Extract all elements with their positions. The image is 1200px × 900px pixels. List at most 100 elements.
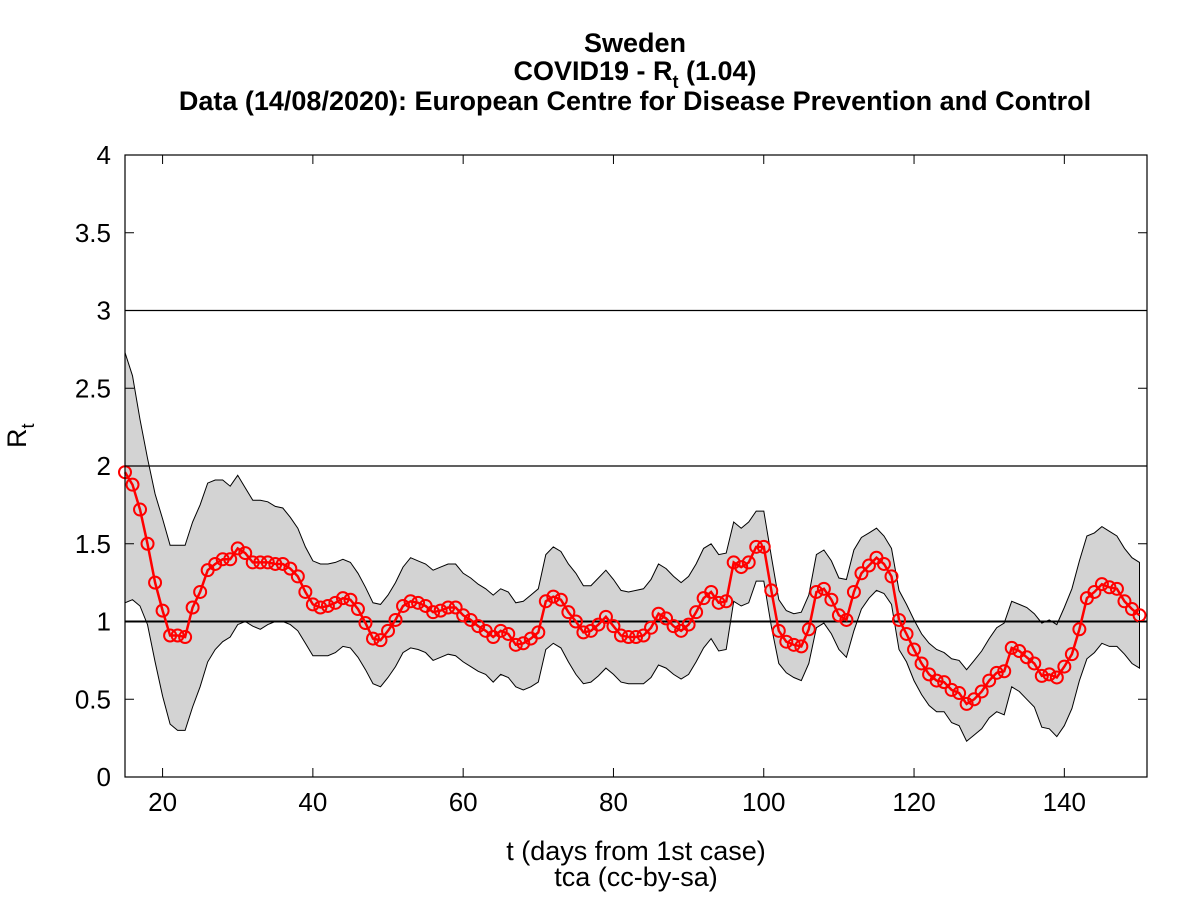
rt-point (268, 556, 283, 571)
y-axis-label-main: R (2, 428, 32, 449)
rt-point (260, 555, 275, 570)
rt-point (997, 664, 1012, 679)
rt-point (155, 603, 170, 618)
rt-point (1087, 584, 1102, 599)
rt-point (328, 595, 343, 610)
rt-point (125, 477, 140, 492)
rt-point (681, 617, 696, 632)
rt-point (786, 637, 801, 652)
rt-point (185, 600, 200, 615)
rt-point (876, 556, 891, 571)
rt-point (223, 552, 238, 567)
rt-point (1117, 594, 1132, 609)
chart-title-source: Data (14/08/2020): European Centre for D… (178, 86, 1092, 116)
rt-point (884, 569, 899, 584)
chart-title-metric-main: COVID19 - R (513, 56, 673, 86)
rt-point (561, 605, 576, 620)
rt-point (531, 625, 546, 640)
rt-point (1049, 670, 1064, 685)
rt-point (508, 637, 523, 652)
rt-point (711, 595, 726, 610)
rt-point (343, 592, 358, 607)
rt-point (726, 555, 741, 570)
chart-title-metric: COVID19 - Rt (1.04) (35, 56, 1200, 92)
rt-point (568, 614, 583, 629)
rt-point (974, 684, 989, 699)
y-tick-label: 3.5 (75, 218, 111, 248)
x-tick-label: 20 (148, 787, 177, 817)
rt-point (929, 673, 944, 688)
rt-point (1004, 640, 1019, 655)
rt-point (591, 617, 606, 632)
rt-point (794, 639, 809, 654)
y-tick-label: 4 (97, 140, 111, 170)
rt-point (651, 606, 666, 621)
chart-title-metric-subscript: t (672, 72, 679, 92)
rt-point (719, 594, 734, 609)
rt-point (846, 584, 861, 599)
rt-point (598, 609, 613, 624)
rt-point (914, 656, 929, 671)
rt-point (1034, 668, 1049, 683)
rt-point (749, 539, 764, 554)
rt-point (358, 616, 373, 631)
rt-point (606, 619, 621, 634)
rt-point (350, 602, 365, 617)
rt-point (290, 569, 305, 584)
rt-point (396, 598, 411, 613)
rt-point (335, 591, 350, 606)
rt-point (305, 597, 320, 612)
rt-point (215, 552, 230, 567)
rt-point (644, 620, 659, 635)
rt-point (388, 612, 403, 627)
rt-point (907, 642, 922, 657)
y-tick-label: 2 (97, 451, 111, 481)
chart-title-country: Sweden (583, 28, 687, 58)
rt-point (989, 665, 1004, 680)
y-tick-label: 3 (97, 296, 111, 326)
rt-point (636, 628, 651, 643)
rt-point (899, 626, 914, 641)
x-tick-label: 100 (742, 787, 785, 817)
rt-point (313, 600, 328, 615)
rt-point (140, 536, 155, 551)
rt-point (839, 612, 854, 627)
x-tick-label: 120 (892, 787, 935, 817)
rt-point (982, 673, 997, 688)
rt-point (426, 605, 441, 620)
x-axis-label: t (days from 1st case) (506, 836, 766, 866)
rt-point (576, 625, 591, 640)
rt-point (892, 612, 907, 627)
rt-point (959, 696, 974, 711)
rt-point (771, 623, 786, 638)
rt-point (163, 628, 178, 643)
rt-point (1042, 667, 1057, 682)
y-axis-label-subscript: t (18, 423, 38, 429)
rt-point (133, 502, 148, 517)
x-axis-label-credit: tca (cc-by-sa) (554, 862, 718, 892)
rt-point (501, 626, 516, 641)
rt-point (298, 584, 313, 599)
rt-point (764, 583, 779, 598)
rt-point (238, 546, 253, 561)
x-tick-label: 40 (298, 787, 327, 817)
rt-point (275, 556, 290, 571)
rt-point (230, 541, 245, 556)
rt-point (493, 623, 508, 638)
rt-point (448, 600, 463, 615)
rt-point (283, 561, 298, 576)
rt-point (1094, 577, 1109, 592)
rt-point (253, 555, 268, 570)
rt-point (801, 622, 816, 637)
rt-point (373, 633, 388, 648)
rt-point (659, 611, 674, 626)
rt-point (734, 560, 749, 575)
y-tick-label: 1.5 (75, 529, 111, 559)
rt-point (441, 600, 456, 615)
rt-point (471, 619, 486, 634)
rt-point (1109, 581, 1124, 596)
rt-point (809, 584, 824, 599)
rt-point (1064, 647, 1079, 662)
rt-point (516, 636, 531, 651)
